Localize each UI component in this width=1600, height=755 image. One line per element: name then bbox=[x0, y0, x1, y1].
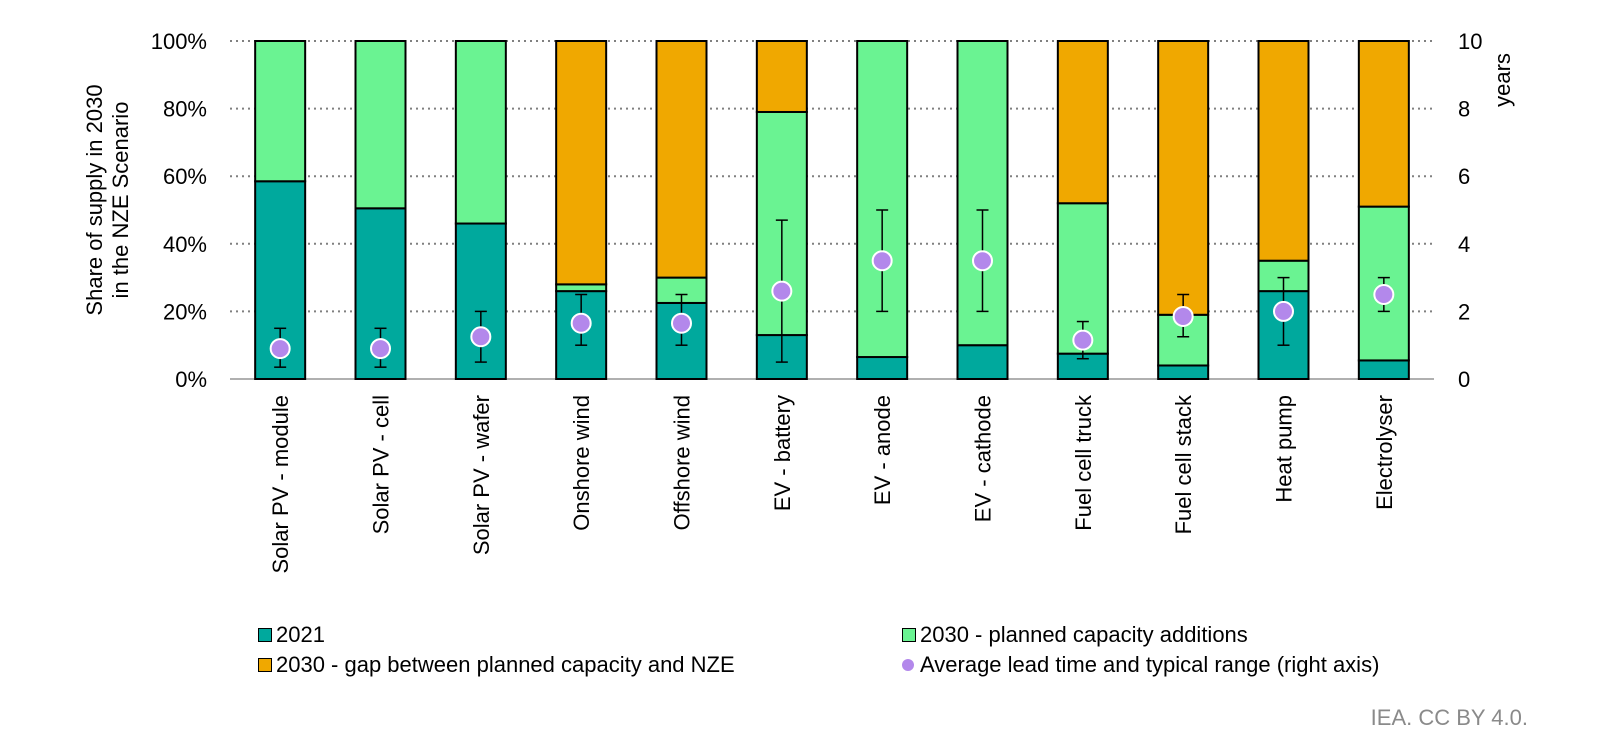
y-axis-label: Share of supply in 2030in the NZE Scenar… bbox=[82, 84, 133, 315]
bar-segment bbox=[1157, 40, 1210, 316]
lead-time-point bbox=[1172, 305, 1194, 327]
lead-time-point bbox=[1273, 300, 1294, 322]
bar-segment bbox=[1257, 40, 1310, 262]
bar-segment bbox=[555, 40, 608, 286]
bar-segment bbox=[1357, 40, 1410, 208]
bar-segment bbox=[254, 40, 307, 183]
y-axis-label-line: in the NZE Scenario bbox=[108, 102, 133, 299]
legend-dot-lead-time bbox=[902, 659, 914, 671]
credit-text: IEA. CC BY 4.0. bbox=[1370, 705, 1528, 730]
y-axis-label-line: Share of supply in 2030 bbox=[82, 84, 107, 315]
bar-segment bbox=[856, 356, 909, 380]
lead-time-point bbox=[771, 280, 793, 302]
y-tick-label: 60% bbox=[163, 164, 207, 189]
x-tick-label: Solar PV - wafer bbox=[469, 395, 494, 555]
x-tick-label: EV - battery bbox=[770, 395, 795, 511]
y2-tick-label: 0 bbox=[1458, 367, 1470, 392]
y2-tick-label: 8 bbox=[1458, 97, 1470, 122]
y-tick-label: 0% bbox=[175, 367, 207, 392]
x-tick-label: EV - anode bbox=[870, 395, 895, 505]
x-tick-label: Onshore wind bbox=[569, 395, 594, 531]
lead-time-point bbox=[671, 312, 692, 334]
legend-label: 2030 - planned capacity additions bbox=[920, 622, 1248, 647]
legend-swatch-gap bbox=[258, 658, 272, 672]
bar-segment bbox=[354, 40, 407, 210]
x-tick-label: Electrolyser bbox=[1372, 395, 1397, 510]
bar-segment bbox=[755, 40, 808, 113]
bar-segment bbox=[555, 283, 608, 293]
x-tick-label: Solar PV - module bbox=[268, 395, 293, 574]
y2-tick-label: 6 bbox=[1458, 164, 1470, 189]
legend-swatch-2021 bbox=[258, 628, 272, 642]
y2-tick-label: 2 bbox=[1458, 299, 1470, 324]
lead-time-point bbox=[470, 326, 492, 348]
lead-time-point bbox=[570, 312, 592, 334]
legend-label: Average lead time and typical range (rig… bbox=[920, 652, 1380, 677]
y-tick-label: 80% bbox=[163, 97, 207, 122]
y2-tick-label: 4 bbox=[1458, 232, 1470, 257]
y-tick-label: 20% bbox=[163, 299, 207, 324]
bar-segment bbox=[1056, 40, 1109, 205]
legend-swatch-planned bbox=[902, 628, 916, 642]
legend-item-planned: 2030 - planned capacity additions bbox=[902, 622, 1248, 648]
y2-tick-label: 10 bbox=[1458, 29, 1482, 54]
legend-item-lead-time: Average lead time and typical range (rig… bbox=[902, 652, 1379, 678]
x-tick-label: EV - cathode bbox=[971, 395, 996, 522]
bar-segment bbox=[655, 40, 708, 279]
legend-item-gap: 2030 - gap between planned capacity and … bbox=[258, 652, 735, 678]
legend-label: 2030 - gap between planned capacity and … bbox=[276, 652, 735, 677]
stacked-bar-chart: 0% 20% 40% 60% 80% 100% 0 2 4 6 8 10 Share of supply… bbox=[82, 29, 1515, 574]
x-tick-label: Heat pump bbox=[1272, 395, 1297, 503]
y2-axis-label: years bbox=[1490, 53, 1515, 107]
legend-item-2021: 2021 bbox=[258, 622, 325, 648]
lead-time-point bbox=[1072, 329, 1094, 351]
bar-segment bbox=[956, 344, 1009, 381]
legend-label: 2021 bbox=[276, 622, 325, 647]
y-tick-label: 100% bbox=[151, 29, 207, 54]
lead-time-point bbox=[972, 250, 993, 272]
y-tick-label: 40% bbox=[163, 232, 207, 257]
x-tick-label: Offshore wind bbox=[670, 395, 695, 530]
x-tick-label: Fuel cell stack bbox=[1171, 394, 1196, 534]
lead-time-point bbox=[370, 338, 391, 360]
lead-time-point bbox=[269, 338, 291, 360]
bar-segment bbox=[1157, 364, 1210, 381]
lead-time-point bbox=[871, 250, 893, 272]
x-tick-label: Fuel cell truck bbox=[1071, 394, 1096, 531]
lead-time-point bbox=[1373, 284, 1395, 305]
x-tick-label: Solar PV - cell bbox=[369, 395, 394, 534]
bar-segment bbox=[1357, 359, 1410, 381]
bar-segment bbox=[454, 40, 507, 225]
